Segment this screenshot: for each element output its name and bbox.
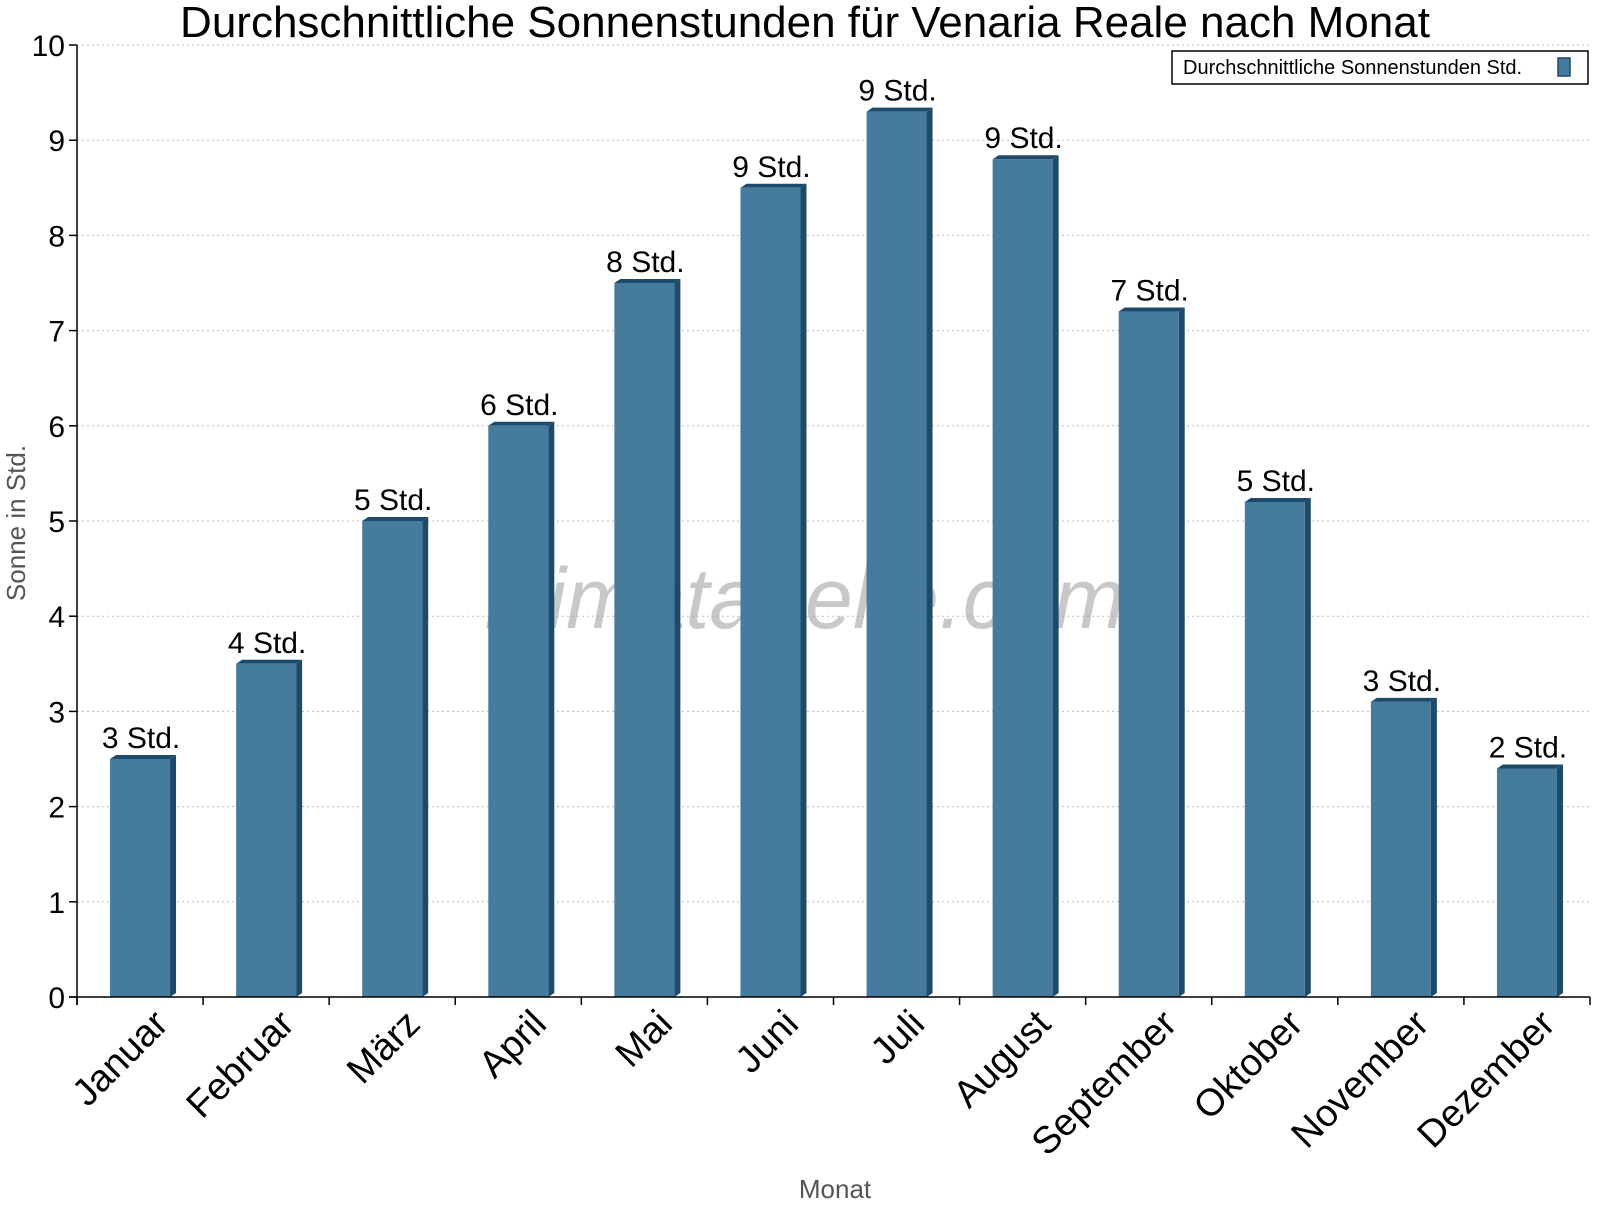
bar	[1118, 311, 1179, 997]
bar-side	[1052, 155, 1059, 998]
data-label: 8 Std.	[606, 246, 684, 279]
bar	[362, 521, 423, 997]
bar-top	[110, 755, 177, 759]
bar-top	[614, 279, 681, 283]
legend: Durchschnittliche Sonnenstunden Std.	[1171, 50, 1589, 85]
x-axis-title: Monat	[799, 1174, 872, 1200]
y-tick-label: 7	[48, 316, 65, 349]
bar	[740, 187, 801, 998]
gridlines	[77, 44, 1590, 903]
y-tick-label: 5	[48, 506, 65, 539]
bar-top	[1370, 697, 1437, 702]
legend-box	[1171, 50, 1589, 85]
legend-label: Durchschnittliche Sonnenstunden Std.	[1183, 57, 1522, 79]
bar	[992, 159, 1053, 998]
bar-top	[362, 517, 429, 521]
bar-top	[992, 155, 1059, 160]
y-tick-label: 10	[32, 30, 65, 63]
x-tick-label: Dezember	[1410, 1002, 1564, 1156]
y-axis-title: Sonne in Std.	[1, 445, 31, 601]
bars: 3 Std. 4 Std. 5 Std. 6 Std. 8 Std. 9 Std. 9 St…	[102, 75, 1567, 998]
data-label: 9 Std.	[732, 151, 810, 184]
x-tick-label: Juni	[728, 1003, 807, 1082]
chart-title: Durchschnittliche Sonnenstunden für Vena…	[180, 0, 1430, 47]
bar	[1496, 768, 1557, 997]
data-label: 7 Std.	[1111, 275, 1189, 308]
bar	[614, 283, 675, 997]
data-label: 9 Std.	[858, 75, 936, 108]
data-label: 2 Std.	[1489, 732, 1567, 765]
bar	[488, 425, 549, 997]
y-tick-label: 9	[48, 125, 65, 158]
bar	[236, 663, 297, 997]
data-label: 3 Std.	[1363, 665, 1441, 698]
bar-side	[548, 421, 555, 997]
bar-top	[488, 421, 555, 426]
bar-side	[1430, 697, 1437, 997]
data-label: 4 Std.	[228, 627, 306, 660]
y-tick-label: 6	[48, 411, 65, 444]
bar	[866, 111, 927, 997]
bar-side	[674, 279, 681, 997]
bar-side	[926, 107, 933, 997]
bar-top	[866, 107, 933, 112]
bar-side	[1304, 497, 1311, 997]
data-label: 5 Std.	[1237, 465, 1315, 498]
data-label: 6 Std.	[480, 389, 558, 422]
data-label: 5 Std.	[354, 484, 432, 517]
y-tick-label: 3	[48, 696, 65, 729]
data-label: 3 Std.	[102, 722, 180, 755]
bar-side	[1556, 764, 1563, 997]
bar-top	[1244, 497, 1311, 502]
y-tick-label: 2	[48, 792, 65, 825]
x-tick-label: Februar	[179, 1002, 303, 1126]
bar	[1370, 701, 1431, 997]
bar-side	[296, 659, 303, 997]
bar-top	[1118, 307, 1185, 312]
bar-top	[1496, 764, 1563, 769]
x-tick-label: Oktober	[1186, 1002, 1312, 1128]
x-tick-label: Mai	[608, 1003, 681, 1076]
bar	[1244, 501, 1305, 997]
x-tick-label: April	[471, 1003, 554, 1086]
bar-side	[800, 183, 807, 998]
bar	[110, 759, 171, 997]
data-label: 9 Std.	[984, 122, 1062, 155]
bar-side	[170, 755, 177, 997]
x-tick-label: Januar	[65, 1002, 177, 1114]
y-tick-label: 4	[48, 601, 65, 634]
x-tick-label: August	[946, 1002, 1060, 1116]
y-tick-label: 8	[48, 220, 65, 253]
legend-swatch	[1557, 57, 1571, 77]
x-tick-label: November	[1284, 1002, 1438, 1156]
bar-side	[1178, 307, 1185, 997]
y-tick-label: 0	[48, 982, 65, 1015]
x-tick-label: März	[339, 1003, 428, 1092]
bar-top	[236, 659, 303, 664]
bar-top	[740, 183, 807, 188]
x-tick-label: Juli	[863, 1003, 933, 1073]
bar-side	[422, 517, 429, 997]
y-tick-label: 1	[48, 887, 65, 920]
